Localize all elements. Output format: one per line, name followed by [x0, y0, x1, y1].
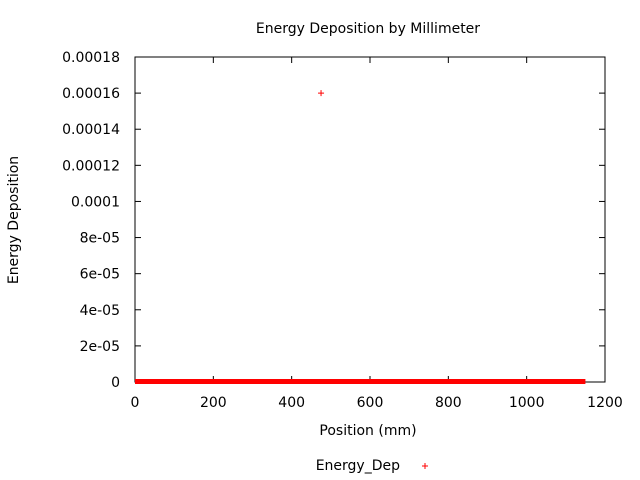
x-tick-label: 1200: [587, 395, 623, 411]
y-tick-label: 6e-05: [80, 267, 120, 283]
y-tick-label: 8e-05: [80, 231, 120, 247]
x-tick-label: 0: [131, 395, 140, 411]
x-axis-label: Position (mm): [319, 423, 416, 439]
x-tick-label: 200: [200, 395, 227, 411]
y-tick-label: 0.00018: [62, 50, 120, 66]
x-tick-label: 1000: [509, 395, 545, 411]
x-axis: 0 200 400 600 800 1000 1200: [131, 57, 623, 411]
data-point: [318, 90, 325, 97]
series-energy-dep: [135, 90, 586, 384]
x-tick-label: 600: [357, 395, 384, 411]
y-tick-label: 4e-05: [80, 303, 120, 319]
y-tick-label: 0.00016: [62, 86, 120, 102]
x-tick-label: 400: [278, 395, 305, 411]
legend: Energy_Dep: [316, 458, 428, 474]
y-tick-label: 0.0001: [71, 194, 120, 210]
plot-frame: [134, 56, 606, 383]
y-axis: 0 2e-05 4e-05 6e-05 8e-05 0.0001 0.00012 0.0001…: [62, 50, 605, 391]
y-tick-label: 0.00012: [62, 158, 120, 174]
legend-label-energy-dep: Energy_Dep: [316, 458, 400, 474]
y-tick-label: 2e-05: [80, 339, 120, 355]
data-points-baseline-run: [135, 379, 586, 384]
y-tick-label: 0: [111, 375, 120, 391]
chart-title: Energy Deposition by Millimeter: [256, 21, 480, 37]
legend-marker-plus-icon: [422, 463, 428, 469]
y-axis-label: Energy Deposition: [6, 156, 22, 284]
y-tick-label: 0.00014: [62, 122, 120, 138]
x-tick-label: 800: [435, 395, 462, 411]
